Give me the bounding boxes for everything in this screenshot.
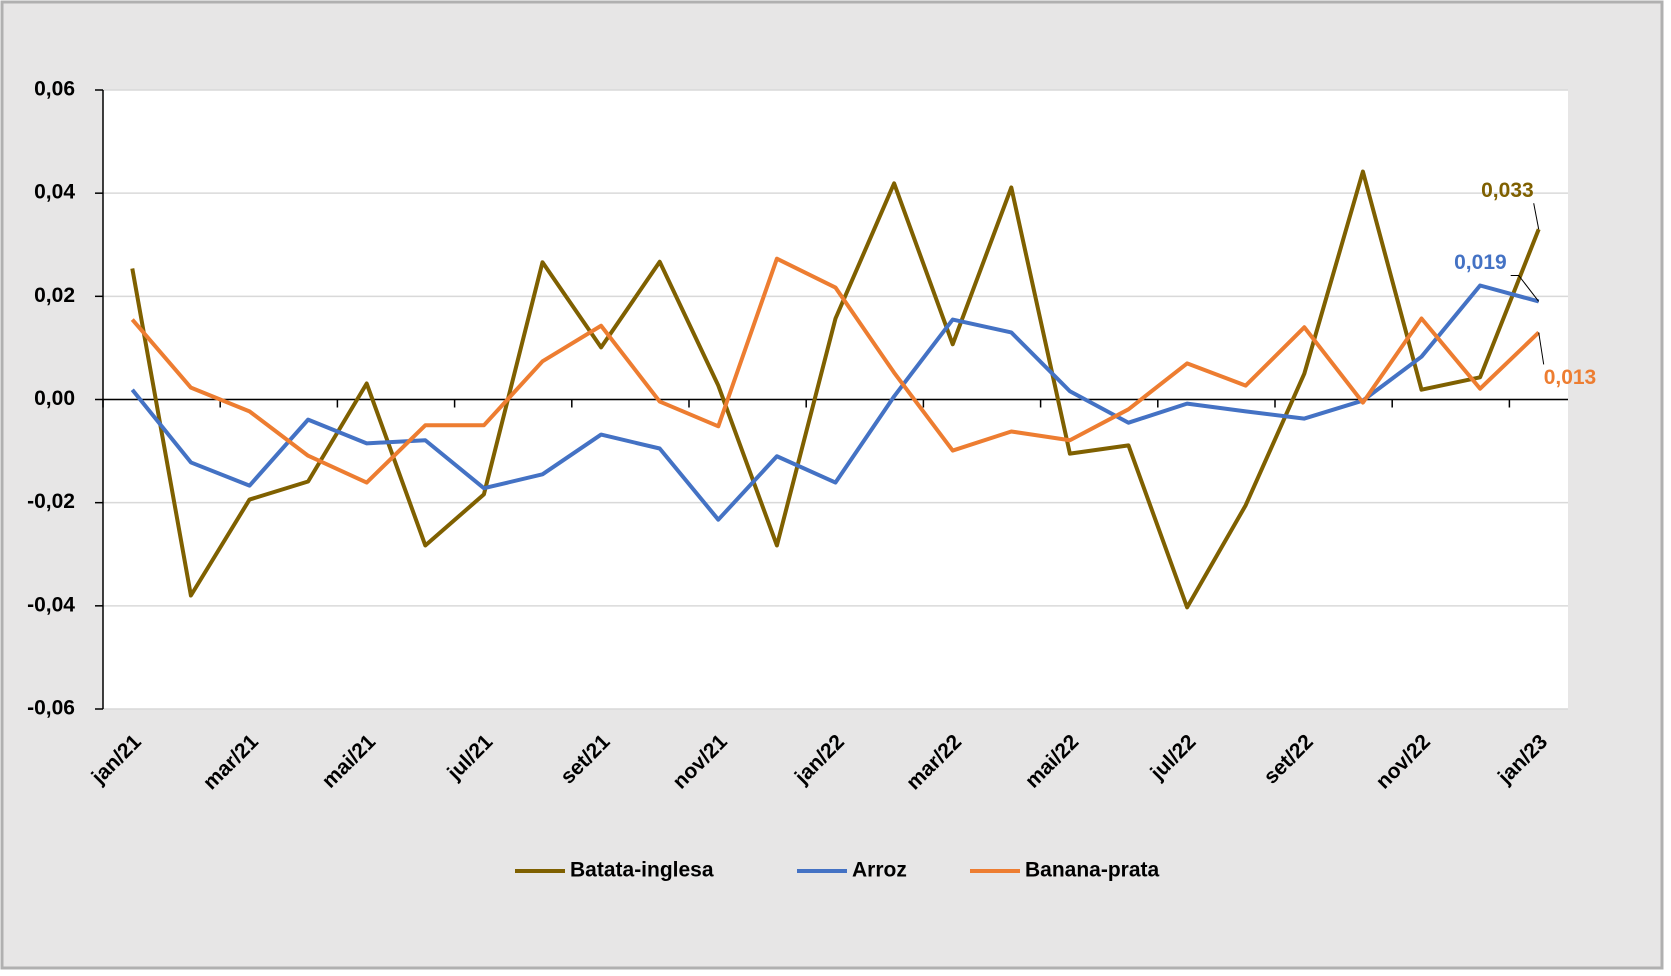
series-line — [130, 256, 1541, 485]
y-tick-label: 0,04 — [34, 181, 75, 204]
y-tick-label: 0,02 — [34, 284, 75, 307]
y-tick-label: 0,00 — [34, 387, 75, 410]
y-tick-label: -0,02 — [27, 490, 75, 513]
y-tick-label: -0,06 — [27, 697, 75, 720]
series-line — [130, 169, 1541, 610]
legend-label: Banana-prata — [1025, 859, 1160, 882]
leader-line — [1533, 203, 1540, 230]
legend-label: Arroz — [852, 859, 907, 882]
y-tick-label: -0,04 — [27, 593, 75, 616]
leader-line — [1538, 332, 1545, 365]
data-label: 0,019 — [1454, 251, 1507, 274]
leader-line — [1510, 274, 1540, 302]
data-label: 0,013 — [1544, 366, 1597, 389]
data-label: 0,033 — [1481, 179, 1534, 202]
legend-label: Batata-inglesa — [570, 859, 714, 882]
series-line — [130, 283, 1540, 522]
y-tick-label: 0,06 — [34, 78, 75, 101]
